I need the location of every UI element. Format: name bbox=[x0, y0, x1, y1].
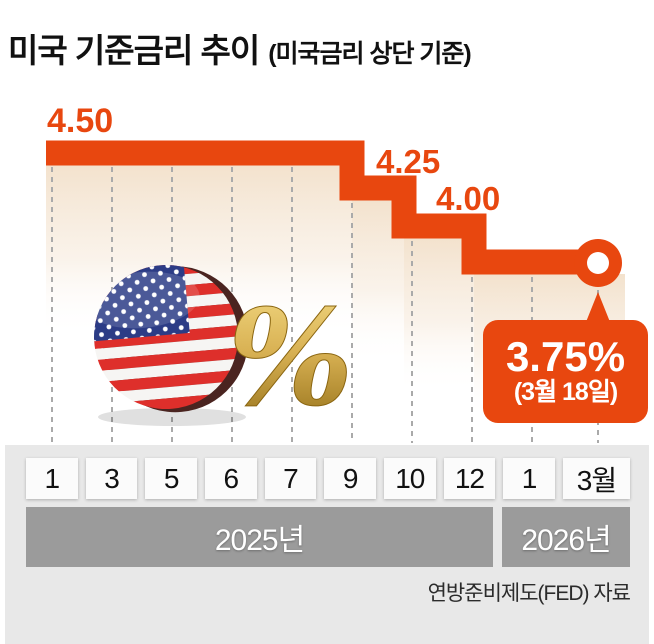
data-source: 연방준비제도(FED) 자료 bbox=[427, 582, 631, 605]
month-tick: 1 bbox=[26, 458, 78, 499]
month-tick: 7 bbox=[264, 458, 317, 499]
current-rate-date: (3월 18일) bbox=[513, 378, 618, 407]
chart-title-sub: (미국금리 상단 기준) bbox=[268, 40, 472, 68]
month-tick: 6 bbox=[204, 458, 257, 499]
rate-step-line bbox=[46, 140, 598, 275]
rate-label-4-00: 4.00 bbox=[436, 180, 501, 217]
rate-label-4-25: 4.25 bbox=[376, 143, 441, 180]
chart-title: 미국 기준금리 추이 (미국금리 상단 기준) bbox=[8, 24, 472, 72]
chart-title-main: 미국 기준금리 추이 bbox=[8, 32, 260, 69]
month-tick: 1 bbox=[503, 458, 555, 499]
month-tick: 3 bbox=[85, 458, 138, 499]
month-tick: 3월 bbox=[562, 458, 631, 499]
current-rate-value: 3.75% bbox=[505, 333, 626, 381]
current-rate-callout: 3.75% (3월 18일) bbox=[483, 320, 648, 423]
current-rate-marker bbox=[574, 239, 622, 287]
year-band-2025: 2025년 bbox=[26, 507, 493, 567]
month-tick: 9 bbox=[324, 458, 376, 499]
month-tick: 5 bbox=[145, 458, 197, 499]
rate-label-4-50: 4.50 bbox=[47, 102, 114, 140]
month-axis: 1 3 5 6 7 9 10 12 1 3월 bbox=[26, 458, 631, 499]
year-band-2026: 2026년 bbox=[502, 507, 630, 567]
month-tick: 10 bbox=[383, 458, 436, 499]
callout-pointer-triangle bbox=[586, 292, 610, 322]
month-tick: 12 bbox=[443, 458, 496, 499]
gold-percent-icon: % bbox=[228, 281, 353, 436]
